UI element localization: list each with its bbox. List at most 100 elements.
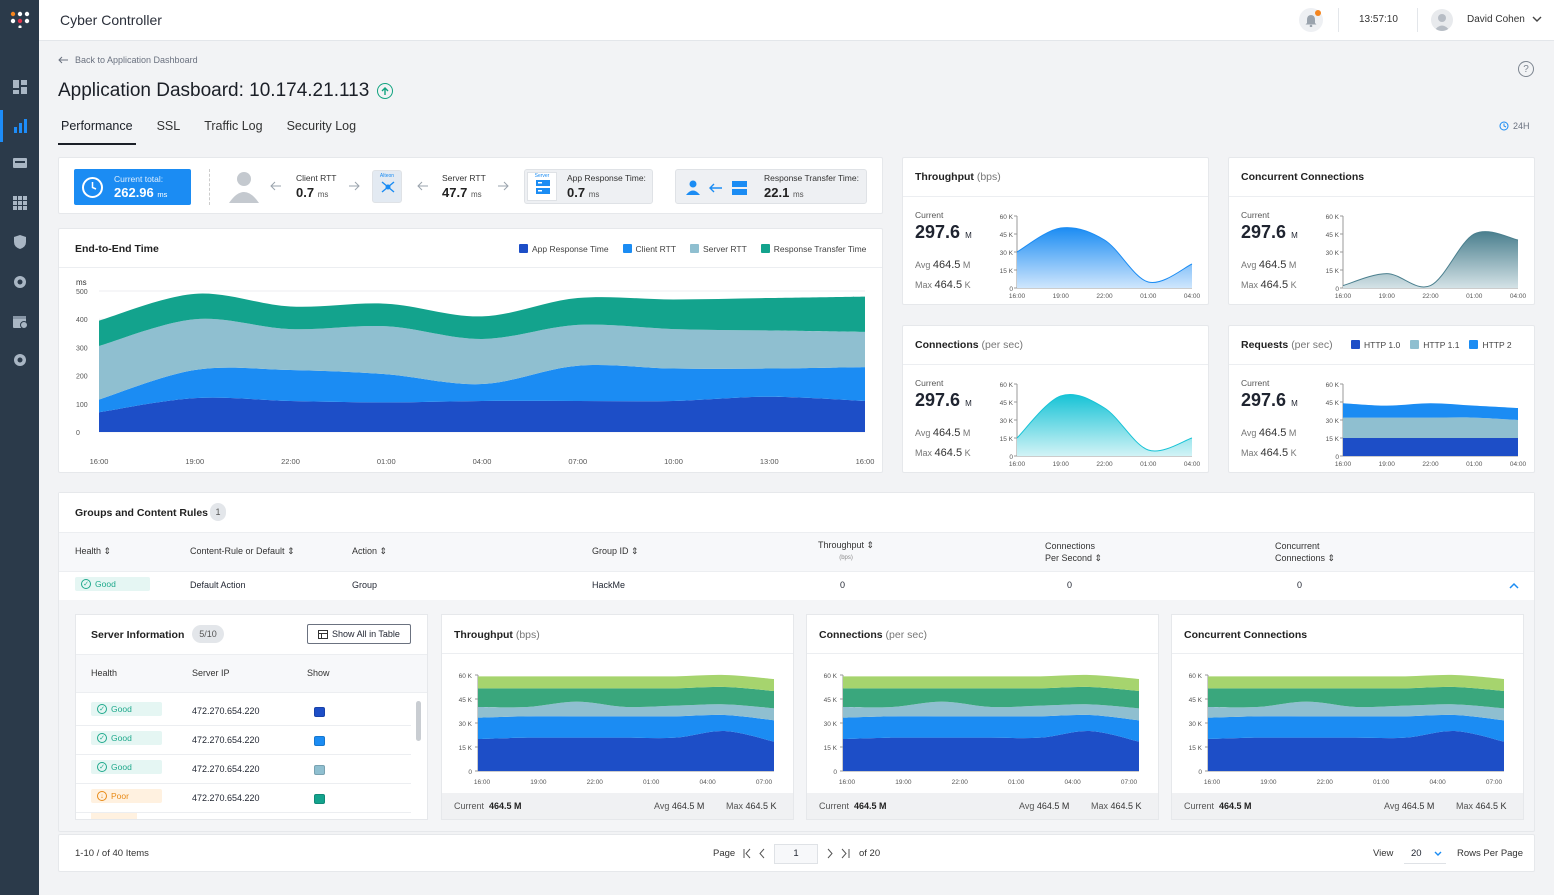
avg-stat: Avg 464.5 M [654,801,704,811]
requests-title: Requests (per sec) [1241,339,1333,351]
col-throughput[interactable]: Throughput ⇕ (bps) [818,540,875,561]
col-label: Action [352,546,378,556]
server-count-badge: 5/10 [192,625,224,643]
rows-per-page-select[interactable]: 20 [1404,844,1446,864]
table-row[interactable]: ✓ Good 472.270.654.220 [76,755,411,784]
table-row[interactable]: ✓ Good Default Action Group HackMe 0 0 0 [59,572,1534,600]
legend-item-label: Client RTT [635,244,677,254]
tab-ssl[interactable]: SSL [156,119,181,133]
time-range-selector[interactable]: 24H [1499,121,1530,131]
show-all-in-table-button[interactable]: Show All in Table [307,624,411,644]
area-client-rtt [99,364,865,413]
page-input[interactable]: 1 [774,844,818,864]
table-row[interactable]: ✓ Good 472.270.654.220 [76,726,411,755]
col-health[interactable]: Health ⇕ [75,546,112,556]
chevron-up-icon[interactable] [1508,581,1520,591]
legend-item-client-rtt[interactable]: Client RTT [622,244,677,254]
y-tick-label: 60 K [1189,673,1203,680]
arrow-left-icon [417,181,428,191]
current-unit: M [1291,231,1298,240]
card-title: Connections (per sec) [819,629,927,641]
table-row[interactable]: ↓ Poor 472.270.654.220 [76,784,411,813]
connections-chart: 0 15 K 30 K 45 K 60 K 16:00 19:00 22:00 01:00 04:… [1000,382,1201,468]
nav-dashboard-icon[interactable] [0,71,39,103]
server-rtt-value: 47.7 ms [442,185,482,200]
sidebar [0,0,39,895]
tab-traffic-log[interactable]: Traffic Log [204,119,263,133]
legend-item-http11[interactable]: HTTP 1.1 [1410,340,1459,350]
divider [209,169,210,205]
current-total-number: 262.96 [114,185,154,200]
x-tick-label: 19:00 [1053,293,1070,300]
col-group-id[interactable]: Group ID ⇕ [592,546,639,556]
x-tick-label: 22:00 [952,779,969,786]
x-tick-label: 22:00 [587,779,604,786]
y-tick-label: 45 K [1189,697,1203,704]
col-content-rule[interactable]: Content-Rule or Default ⇕ [190,546,295,556]
health-label: Good [111,704,132,714]
server-icon [536,180,550,194]
x-tick-label: 07:00 [568,457,587,466]
col-label: Concurrent [1275,541,1320,551]
x-tick-label: 19:00 [1053,461,1070,468]
tab-performance[interactable]: Performance [58,117,136,145]
divider [1417,8,1418,32]
col-action[interactable]: Action ⇕ [352,546,388,556]
scrollbar[interactable] [416,701,421,741]
help-icon[interactable]: ? [1518,61,1534,77]
status-up-icon [377,83,394,99]
arrow-left-icon [270,181,281,191]
legend-item-response-transfer[interactable]: Response Transfer Time [760,244,866,254]
tab-security-log[interactable]: Security Log [286,119,357,133]
server-ip: 472.270.654.220 [192,793,260,803]
current-total-value: 262.96 ms [114,185,167,200]
nav-scheduler-icon[interactable] [0,305,39,337]
x-tick-label: 13:00 [760,457,779,466]
user-name[interactable]: David Cohen [1467,14,1525,25]
current-value: 297.6 M [915,222,972,243]
current-label: Current [454,801,485,811]
max-stat: Max 464.5 K [915,447,971,459]
tab-bar: Performance SSL Traffic Log Security Log [58,117,377,145]
chevron-down-icon[interactable] [1531,13,1543,25]
legend-item-server-rtt[interactable]: Server RTT [690,244,747,254]
area-series [478,730,774,771]
col-label: Throughput [818,540,865,550]
nav-security-shield-icon[interactable] [0,226,39,258]
first-prev-page-icons[interactable] [742,848,770,859]
show-checkbox[interactable] [314,707,325,717]
nav-apps-icon[interactable] [0,187,39,219]
y-tick-label: 60 K [1000,214,1014,221]
table-row[interactable] [91,813,151,819]
nav-settings-gear-icon[interactable] [0,266,39,298]
show-checkbox[interactable] [314,794,325,804]
back-link[interactable]: Back to Application Dashboard [58,55,198,65]
show-checkbox[interactable] [314,736,325,746]
cell-cps: 0 [1067,580,1073,590]
table-row[interactable]: ✓ Good 472.270.654.220 [76,697,411,726]
avg-stat: Avg 464.5 M [1384,801,1434,811]
next-last-page-icons[interactable] [826,848,854,859]
x-tick-label: 04:00 [1064,779,1081,786]
legend-item-http2[interactable]: HTTP 2 [1469,340,1512,350]
response-transfer-number: 22.1 [764,185,790,200]
requests-title-text: Requests [1241,339,1289,351]
card-title-text: Throughput [454,629,513,641]
nav-system-gear-icon[interactable] [0,344,39,376]
show-all-label: Show All in Table [332,629,400,639]
legend-item-http10[interactable]: HTTP 1.0 [1351,340,1400,350]
y-tick-label: 45 K [1000,232,1014,239]
arrow-right-icon [349,181,360,191]
x-tick-label: 22:00 [1422,293,1439,300]
user-avatar-icon[interactable] [1431,9,1453,31]
divider [1229,196,1534,197]
nav-analytics-icon[interactable] [0,110,39,142]
y-tick-label: 0 [1009,286,1013,293]
legend-item-app-response[interactable]: App Response Time [519,244,609,254]
legend-item-label: HTTP 1.1 [1423,340,1460,350]
show-checkbox[interactable] [314,765,325,775]
notifications-bell-icon[interactable] [1299,8,1323,32]
col-concurrent-connections[interactable]: Concurrent Connections ⇕ [1275,541,1336,563]
nav-devices-icon[interactable] [0,148,39,180]
col-connections-per-second[interactable]: Connections Per Second ⇕ [1045,541,1103,563]
